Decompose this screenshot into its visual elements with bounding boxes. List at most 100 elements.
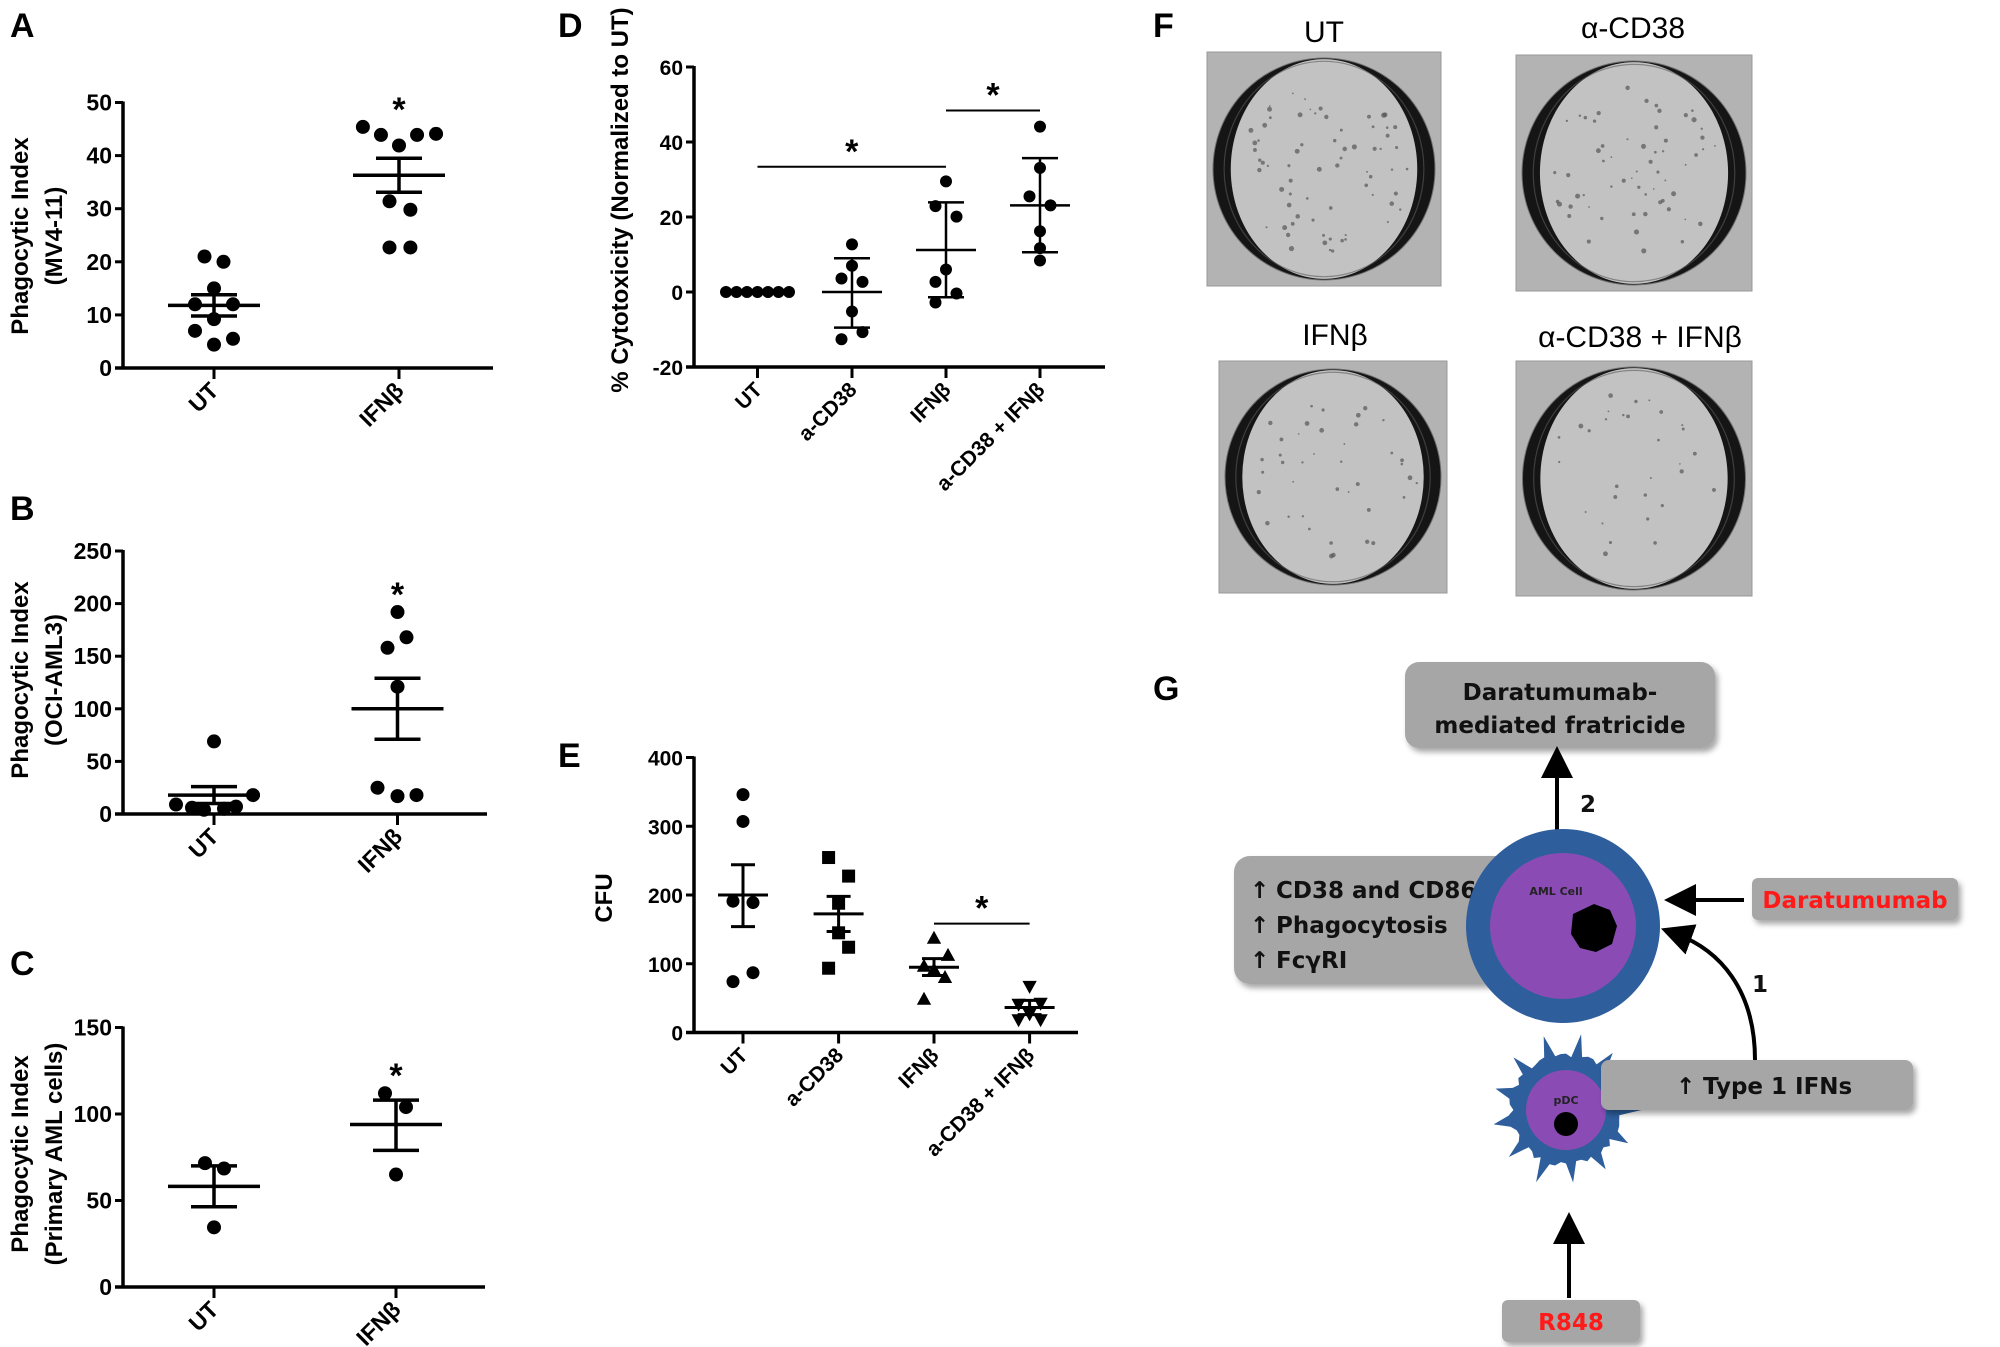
data-point [355,119,370,134]
colony-dot [1660,198,1665,203]
plate-inner-ring [1533,369,1735,588]
colony-dot [1365,539,1370,544]
colony-dot [1714,145,1716,147]
up-arrow-icon: ↑ [1250,948,1269,974]
y-axis-label: % Cytotoxicity (Normalized to UT) [607,7,634,392]
colony-dot [1363,406,1368,411]
colony-dot [1588,206,1590,208]
colony-dot [1322,233,1325,237]
pdc-nucleus [1554,1112,1578,1136]
data-point-triangle-down [1011,1014,1026,1028]
colony-dot [1575,193,1581,199]
colony-dot [1291,92,1294,95]
colony-dot [1371,541,1376,546]
colony-dot [1601,522,1604,525]
data-point [217,1161,231,1176]
fratricide-text-line2: mediated fratricide [1434,713,1685,739]
colony-dot [1344,238,1347,241]
colony-dot [1657,108,1662,113]
data-point [226,331,240,346]
y-axis-label: Phagocytic Index [7,1055,34,1253]
colony-dot [1288,178,1293,183]
colony-dot [1292,480,1295,483]
plate-title-ifnb: IFNβ [1302,319,1368,352]
colony-plate-images: UT α-CD38 IFNβ α-CD38 + IFNβ [1206,12,1753,597]
colony-dot [1371,125,1375,129]
effect-fcgri: FcγRI [1276,948,1347,974]
data-point [429,126,444,141]
colony-dot [1393,191,1398,196]
colony-dot [1604,418,1608,421]
colony-dot [1280,460,1285,465]
colony-dot [1602,159,1605,163]
data-point [1023,190,1036,203]
colony-dot [1694,153,1698,157]
colony-dot [1586,239,1591,244]
panel-label-d: D [558,7,583,45]
colony-dot [1652,188,1655,190]
colony-dot [1656,170,1660,174]
colony-dot [1578,114,1582,117]
data-point [726,894,740,908]
colony-plate-image [1515,54,1753,292]
colony-dot [1386,220,1389,224]
colony-dot [1631,212,1636,217]
colony-dot [1364,183,1369,188]
x-tick-label: UT [731,378,767,414]
colony-dot [1310,404,1313,408]
colony-dot [1395,145,1399,150]
colony-dot [1252,140,1258,146]
colony-dot [1322,240,1328,246]
colony-dot [1318,106,1323,111]
data-point [746,966,760,980]
colony-dot [1683,113,1688,118]
colony-dot [1313,453,1315,455]
colony-dot [1366,507,1371,512]
mechanism-diagram: Daratumumab- mediated fratricide 2 ↑ CD3… [1234,662,1958,1342]
data-point [216,254,231,269]
y-tick-label: 150 [74,643,112,669]
plate-outer-ring [1212,57,1436,281]
daratumumab-box [1752,878,1958,920]
colony-dot [1660,504,1664,508]
colony-dot [1390,168,1394,171]
plate-agar [1242,370,1424,584]
colony-dot [1679,463,1681,465]
data-point-triangle-down [1022,980,1037,994]
colony-dot [1608,540,1613,545]
y-tick-label: 200 [648,885,683,908]
colony-plate-image [1206,51,1442,287]
colony-dot [1329,541,1333,545]
colony-dot [1288,192,1292,196]
colony-dot [1587,429,1591,433]
y-tick-label: 40 [86,143,112,169]
significance-star: * [391,576,405,614]
data-point [783,286,795,298]
y-tick-label: 30 [86,196,112,222]
colony-dot [1691,117,1697,123]
colony-dot [1286,202,1292,208]
data-point [217,801,231,816]
colony-dot [1680,240,1685,244]
up-arrow-icon: ↑ [1250,913,1269,939]
colony-dot [1646,517,1650,521]
data-point-triangle-down [1011,998,1026,1012]
colony-dot [1679,469,1684,474]
colony-dot [1692,451,1697,456]
data-point [389,1167,403,1182]
colony-dot [1644,98,1649,103]
colony-dot [1407,475,1413,481]
plate-title-acd38: α-CD38 [1581,12,1685,45]
colony-dot [1698,221,1703,227]
colony-dot [1355,482,1360,487]
colony-dot [1666,207,1671,212]
data-point [856,275,869,288]
y-axis-label: Phagocytic Index [7,137,34,335]
plate-title-combo: α-CD38 + IFNβ [1538,321,1742,354]
colony-dot [1266,164,1270,168]
significance-star: * [392,91,406,129]
plate-inner-ring [1223,60,1425,278]
y-axis-label: CFU [591,873,618,922]
colony-dot [1610,185,1613,188]
